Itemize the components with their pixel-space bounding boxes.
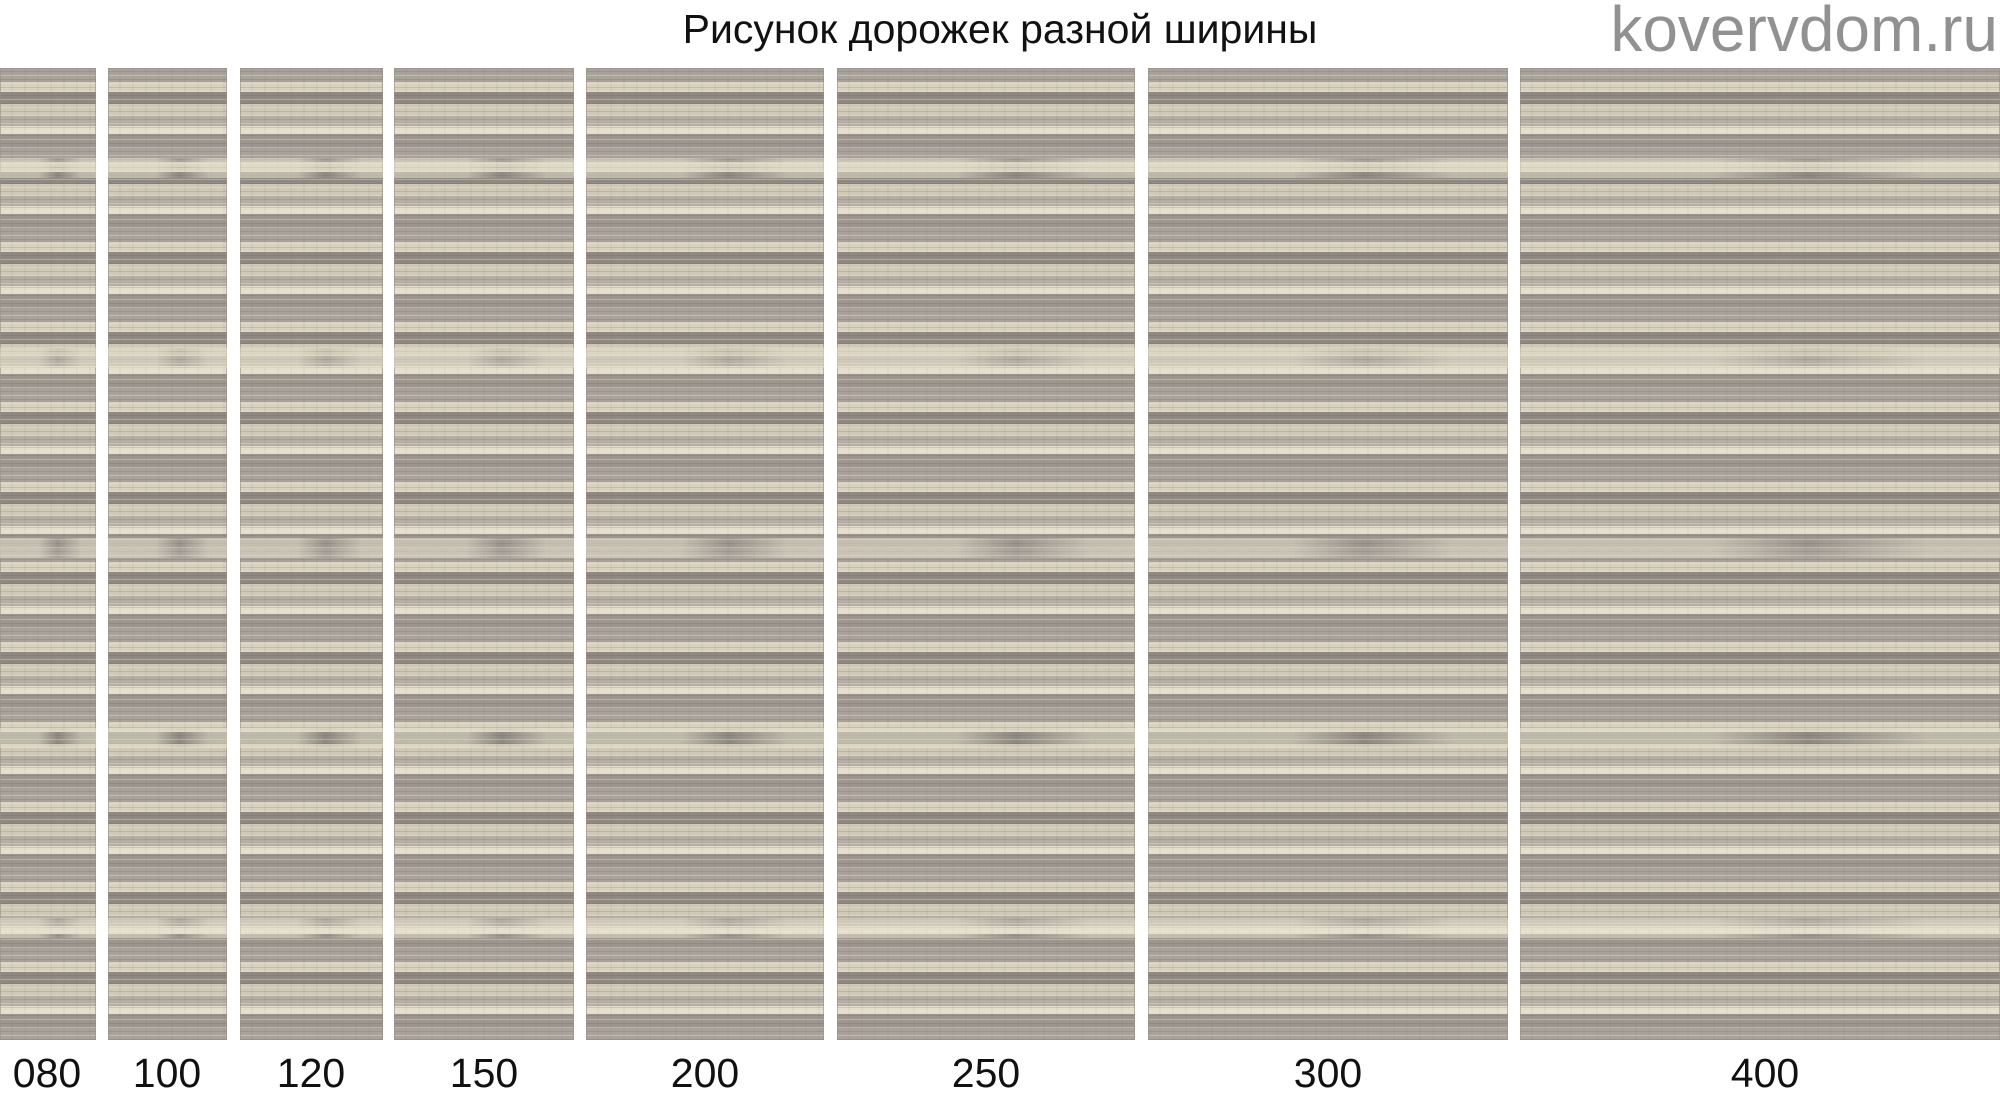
width-label-250: 250: [951, 1050, 1021, 1096]
runner-image-300: [1148, 68, 1508, 1040]
width-label-150: 150: [449, 1050, 519, 1096]
width-label-080: 080: [12, 1050, 82, 1096]
runner-image-250: [837, 68, 1135, 1040]
width-label-200: 200: [670, 1050, 740, 1096]
runner-image-100: [108, 68, 227, 1040]
watermark: kovervdom.ru: [1610, 0, 1998, 65]
width-label-100: 100: [132, 1050, 202, 1096]
runner-image-400: [1520, 68, 2000, 1040]
runner-image-080: [0, 68, 96, 1040]
runner-image-200: [586, 68, 824, 1040]
runner-image-120: [240, 68, 383, 1040]
width-label-400: 400: [1730, 1050, 1800, 1096]
page-title: Рисунок дорожек разной ширины: [682, 6, 1318, 52]
width-label-300: 300: [1293, 1050, 1363, 1096]
width-label-120: 120: [276, 1050, 346, 1096]
runner-image-150: [394, 68, 574, 1040]
